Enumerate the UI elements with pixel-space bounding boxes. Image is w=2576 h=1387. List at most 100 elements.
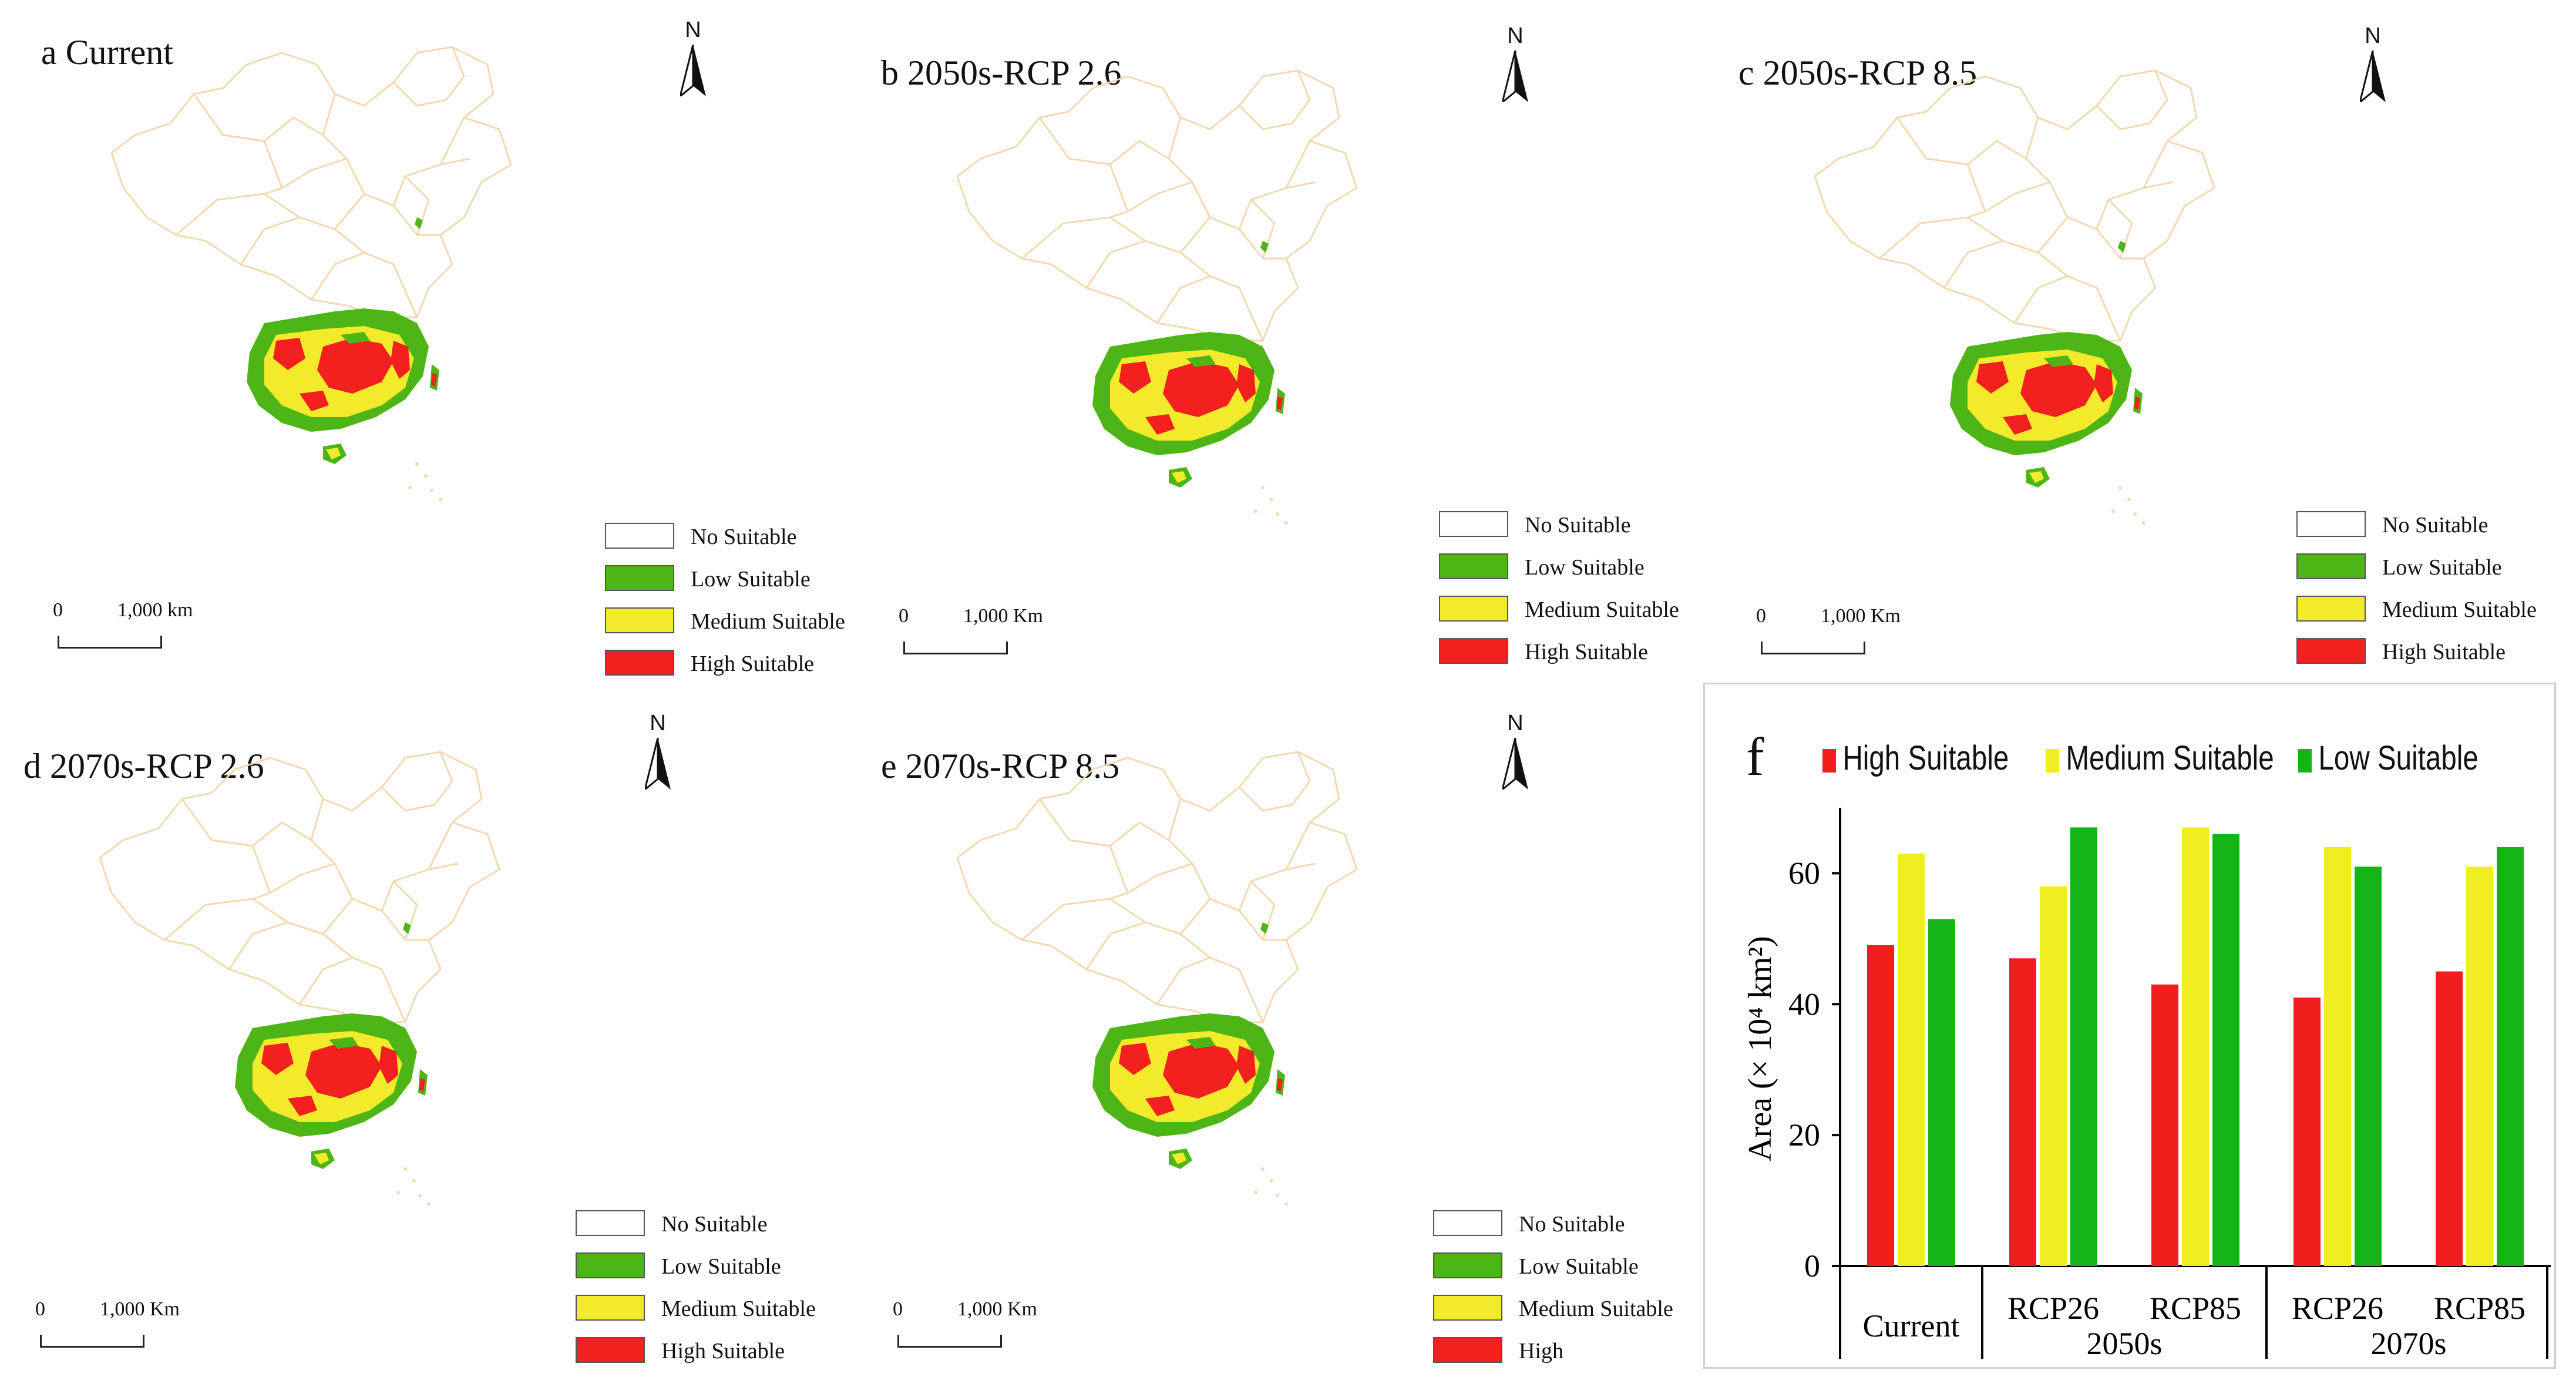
x-category-label: RCP85 [2434,1291,2525,1326]
legend-label: High Suitable [691,651,815,676]
north-label: N [685,18,701,42]
legend-swatch [1433,1252,1502,1278]
legend-label: Low Suitable [661,1254,781,1279]
bar-high-suitable-0 [1867,945,1894,1266]
legend-label: High Suitable [2382,640,2506,664]
scale-bar-line [40,1335,144,1348]
bar-low-suitable-2 [2212,834,2239,1266]
bar-medium-suitable-4 [2466,867,2493,1266]
legend-swatch-low [2298,748,2312,773]
north-label: N [2365,23,2381,48]
legend-swatch-medium [2046,748,2059,773]
bar-medium-suitable-3 [2324,847,2351,1266]
y-tick-label: 60 [1788,855,1820,891]
bar-high-suitable-3 [2293,998,2321,1266]
scale-distance: 1,000 Km [963,605,1043,627]
north-arrow-icon: N [1492,711,1539,793]
legend-label: No Suitable [661,1212,768,1237]
legend-label: Medium Suitable [2382,597,2537,622]
scale-bar: 0 1,000 Km [887,1298,1037,1357]
bar-chart: 0 20 40 60 Area (× 10⁴ km²) Current RCP26 RCP85… [1742,808,2551,1361]
chart-legend-medium: Medium Suitable [2046,738,2274,778]
map-title: e 2070s-RCP 8.5 [881,747,1120,785]
legend-label: No Suitable [1525,513,1631,538]
legend-label: Low Suitable [2382,555,2502,580]
bar-low-suitable-0 [1928,919,1955,1266]
legend-swatch [605,523,674,549]
china-suitability-map [110,46,512,501]
legend-label-high: High Suitable [1842,739,2009,777]
scale-bar: 0 1,000 km [47,599,193,658]
legend-swatch [605,650,674,676]
legend-swatch [1439,638,1508,664]
map-panel-1: b 2050s-RCP 2.6 N [857,18,1703,699]
north-arrow-icon: N [670,18,717,100]
legend-swatch [1439,553,1508,579]
map-panel-2: c 2050s-RCP 8.5 N [1715,18,2561,699]
bar-low-suitable-4 [2497,847,2524,1266]
x-category-label: RCP85 [2150,1291,2241,1326]
legend-swatch [605,607,674,633]
legend-swatch [576,1252,645,1278]
bar-high-suitable-1 [2009,958,2036,1266]
legend-label: Low Suitable [1525,555,1645,580]
scale-bar: 0 1,000 Km [29,1298,180,1357]
legend-swatch [2296,553,2366,579]
scale-zero: 0 [1756,605,1766,627]
bar-low-suitable-3 [2355,867,2382,1266]
scale-distance: 1,000 Km [1821,605,1901,627]
x-category-label: Current [1863,1308,1960,1344]
scale-zero: 0 [893,1298,903,1320]
legend-swatch [2296,596,2366,622]
scale-bar: 0 1,000 Km [893,605,1043,664]
legend-label-low: Low Suitable [2318,739,2479,777]
map-panel-3: d 2070s-RCP 2.6 N [0,699,846,1381]
map-title: a Current [41,33,173,72]
legend-label: Medium Suitable [1519,1297,1673,1321]
china-suitability-map [1814,69,2215,525]
y-axis-label: Area (× 10⁴ km²) [1742,936,1778,1161]
legend-label: High [1519,1339,1563,1364]
x-group-label: 2050s [2086,1326,2162,1361]
x-category-label: RCP26 [2007,1291,2099,1326]
legend-label: No Suitable [2382,513,2488,538]
map-title: d 2070s-RCP 2.6 [23,747,264,785]
y-tick-label: 20 [1788,1117,1820,1153]
china-suitability-map [956,69,1358,525]
scale-bar-line [58,636,162,649]
legend-swatch [1433,1210,1502,1236]
legend-label: No Suitable [691,525,797,549]
scale-distance: 1,000 km [117,599,193,621]
legend-swatch [1439,596,1508,622]
scale-bar-line [897,1335,1002,1348]
legend-swatch [576,1210,645,1236]
legend-swatch [1433,1295,1502,1321]
bar-medium-suitable-2 [2182,827,2209,1266]
legend-label: Medium Suitable [661,1297,816,1321]
legend-swatch [576,1337,645,1363]
bar-chart-panel: f High Suitable Medium Suitable Low Suit… [1703,683,2556,1369]
bar-low-suitable-1 [2070,827,2097,1266]
scale-zero: 0 [35,1298,45,1320]
legend-label: No Suitable [1519,1212,1625,1237]
chart-legend-high: High Suitable [1822,738,2009,778]
map-panel-0: a Current N [0,0,846,681]
legend-swatch [1433,1337,1502,1363]
legend-swatch [2296,511,2366,537]
bar-high-suitable-2 [2151,984,2178,1266]
north-label: N [1507,711,1524,736]
scale-distance: 1,000 Km [100,1298,180,1320]
bar-medium-suitable-0 [1898,854,1925,1266]
north-label: N [1507,23,1524,48]
legend-swatch [2296,638,2366,664]
y-tick-label: 0 [1804,1248,1820,1284]
x-group-label: 2070s [2370,1326,2446,1361]
chart-legend-low: Low Suitable [2298,738,2479,778]
map-title: b 2050s-RCP 2.6 [881,53,1122,92]
scale-bar-line [903,642,1008,654]
scale-distance: 1,000 Km [957,1298,1037,1320]
north-arrow-icon: N [2349,23,2396,106]
y-tick-label: 40 [1788,986,1820,1022]
china-suitability-map [956,751,1358,1206]
legend-label: High Suitable [661,1339,785,1364]
